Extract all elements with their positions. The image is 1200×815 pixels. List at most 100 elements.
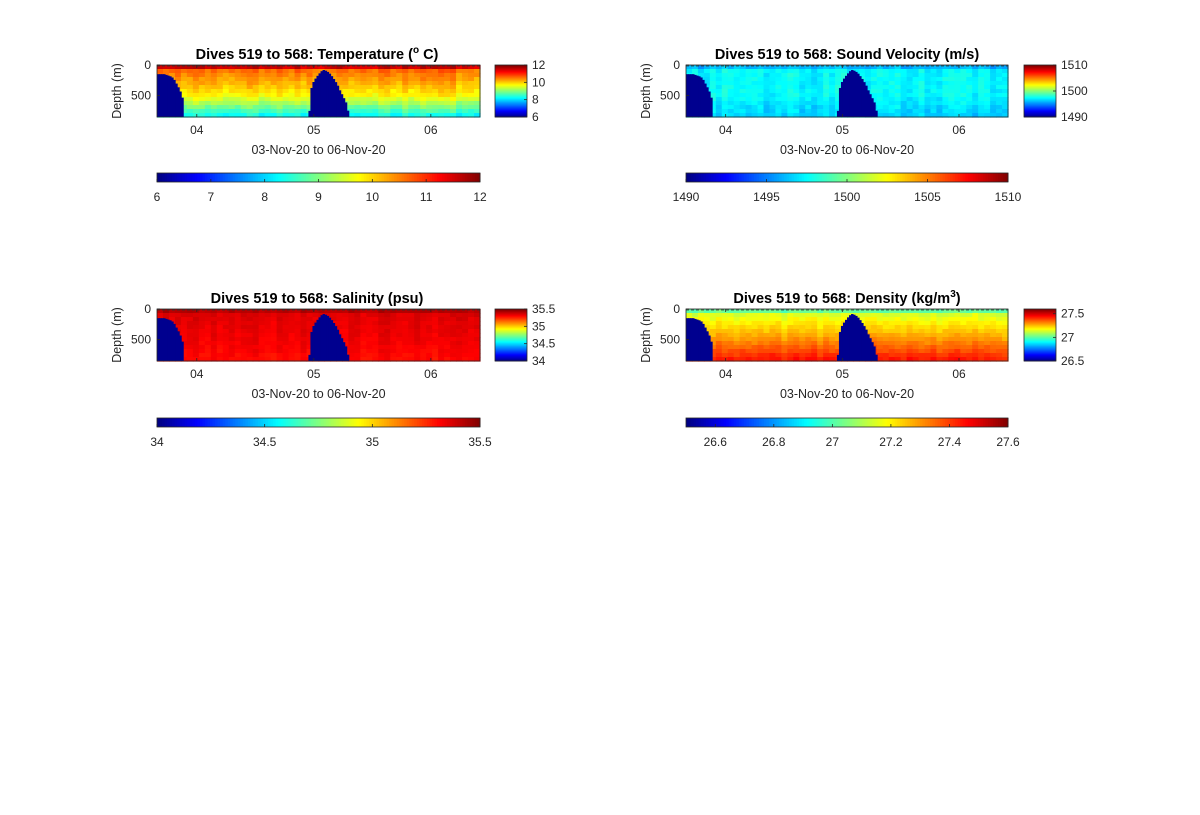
heatmap-cell (390, 333, 397, 338)
heatmap-cell (426, 93, 433, 98)
heatmap-cell (354, 65, 361, 70)
heatmap-cell (781, 309, 788, 314)
heatmap-cell (984, 309, 991, 314)
no-data-cell (346, 354, 350, 361)
heatmap-cell (276, 357, 284, 362)
colorbar-segment (192, 173, 196, 182)
heatmap-cell (432, 337, 439, 342)
colorbar-segment (495, 88, 527, 90)
heatmap-cell (342, 77, 350, 82)
colorbar-segment (212, 418, 216, 427)
heatmap-cell (210, 85, 218, 90)
heatmap-cell (709, 65, 717, 70)
colorbar-segment (222, 418, 226, 427)
heatmap-cell (876, 309, 884, 314)
heatmap-cell (805, 317, 812, 322)
colorbar-segment (164, 173, 168, 182)
heatmap-cell (942, 69, 949, 74)
no-data-region (686, 70, 878, 117)
heatmap-cell (300, 93, 308, 98)
colorbar-segment (1024, 331, 1056, 334)
heatmap-cell (888, 349, 896, 354)
heatmap-cell (835, 329, 842, 334)
colorbar-segment (313, 418, 317, 427)
heatmap-cell (870, 65, 878, 70)
colorbar-segment (867, 418, 871, 427)
colorbar-segment (919, 173, 923, 182)
heatmap-cell (829, 329, 836, 334)
heatmap-cell (966, 341, 973, 346)
heatmap-cell (936, 93, 943, 98)
heatmap-cell (703, 77, 711, 82)
colorbar-segment (892, 173, 896, 182)
heatmap-cell (420, 309, 427, 314)
colorbar-segment (250, 173, 254, 182)
heatmap-cell (438, 357, 445, 362)
heatmap-cell (390, 109, 397, 114)
colorbar-segment (753, 418, 757, 427)
heatmap-cell (264, 309, 272, 314)
heatmap-cell (787, 325, 794, 330)
heatmap-cell (870, 77, 878, 82)
colorbar-segment (992, 418, 996, 427)
heatmap-cell (930, 85, 938, 90)
heatmap-cell (709, 345, 717, 350)
colorbar-segment (308, 418, 312, 427)
heatmap-cell (924, 109, 932, 114)
y-tick-label: 0 (673, 58, 680, 72)
heatmap-cell (960, 337, 967, 342)
heatmap-cell (751, 81, 759, 86)
heatmap-cell (912, 329, 920, 334)
heatmap-cell (264, 85, 272, 90)
heatmap-cell (282, 73, 290, 78)
heatmap-cell (769, 109, 777, 114)
colorbar-segment (1024, 352, 1056, 355)
heatmap-cell (354, 345, 361, 350)
heatmap-cell (306, 337, 314, 342)
heatmap-cell (894, 105, 902, 110)
heatmap-cell (894, 93, 902, 98)
heatmap-cell (703, 309, 711, 314)
colorbar-segment (1024, 88, 1056, 90)
heatmap-cell (823, 333, 830, 338)
heatmap-cell (216, 105, 224, 110)
heatmap-cell (727, 73, 735, 78)
heatmap-cell (420, 345, 427, 350)
heatmap-cell (918, 73, 926, 78)
heatmap-cell (264, 329, 272, 334)
heatmap-cell (829, 105, 836, 110)
heatmap-cell (456, 93, 463, 98)
heatmap-cell (793, 105, 800, 110)
heatmap-cell (282, 317, 290, 322)
heatmap-cell (751, 77, 759, 82)
colorbar-segment (1024, 353, 1056, 355)
heatmap-cell (900, 101, 908, 106)
colorbar-segment (716, 418, 720, 427)
heatmap-cell (781, 77, 788, 82)
heatmap-cell (805, 77, 812, 82)
heatmap-cell (390, 325, 397, 330)
heatmap-cell (912, 85, 920, 90)
heatmap-cell (354, 81, 361, 86)
colorbar-segment (1024, 326, 1056, 329)
heatmap-cell (432, 77, 439, 82)
heatmap-cell (408, 113, 415, 118)
heatmap-cell (354, 337, 361, 342)
colorbar-segment (701, 418, 705, 427)
heatmap-cell (300, 73, 308, 78)
heatmap-cell (276, 313, 284, 318)
heatmap-cell (258, 89, 266, 94)
heatmap-cell (757, 317, 765, 322)
heatmap-cell (252, 93, 260, 98)
heatmap-cell (954, 85, 961, 90)
heatmap-cell (978, 93, 985, 98)
heatmap-cell (757, 341, 765, 346)
colorbar-segment (1024, 73, 1056, 76)
heatmap-cell (420, 85, 427, 90)
heatmap-cell (444, 89, 451, 94)
heatmap-cell (888, 113, 896, 118)
heatmap-cell (960, 113, 967, 118)
heatmap-cell (348, 93, 355, 98)
heatmap-cell (378, 81, 385, 86)
colorbar-segment (495, 107, 527, 109)
